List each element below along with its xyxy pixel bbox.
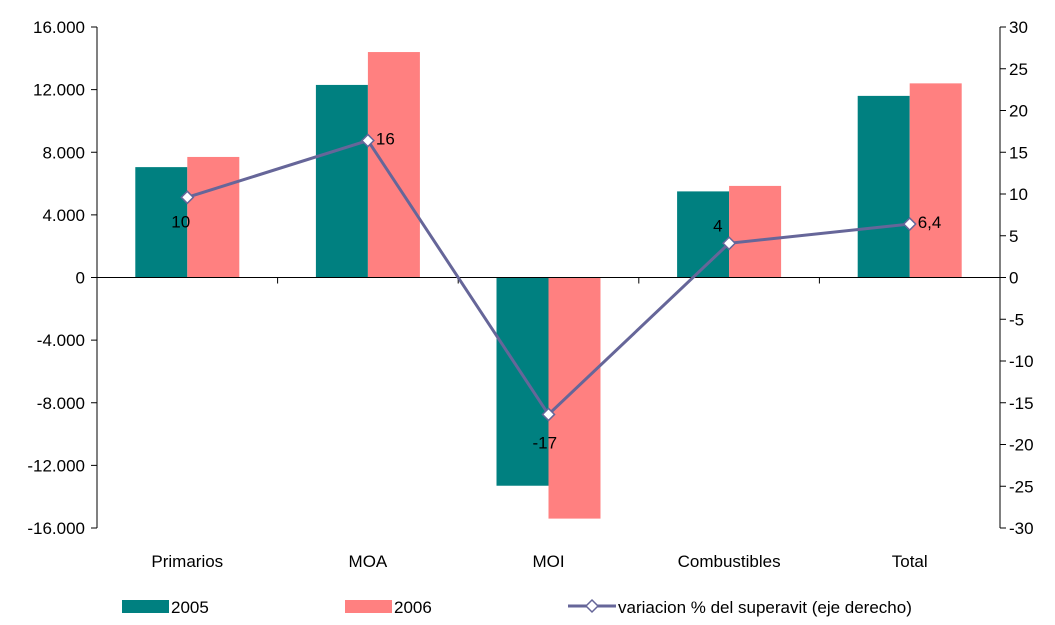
x-tick-label: MOA (349, 552, 388, 571)
y-right-tick-label: -5 (1009, 310, 1024, 329)
bar-2006-MOI (549, 278, 601, 519)
line-data-label: 6,4 (918, 213, 942, 232)
y-right-tick-label: -15 (1009, 394, 1034, 413)
x-tick-label: Combustibles (678, 552, 781, 571)
y-right-tick-label: -25 (1009, 477, 1034, 496)
y-left-tick-label: 4.000 (42, 206, 85, 225)
bar-2005-Total (858, 96, 910, 278)
y-right-tick-label: 25 (1009, 60, 1028, 79)
line-data-label: 10 (171, 212, 190, 231)
y-right-tick-label: 5 (1009, 227, 1018, 246)
y-right-tick-label: -30 (1009, 519, 1034, 538)
y-left-tick-label: 16.000 (33, 18, 85, 37)
legend-swatch-2005 (122, 600, 169, 613)
y-right-tick-label: 15 (1009, 143, 1028, 162)
y-left-tick-label: 8.000 (42, 143, 85, 162)
bar-2006-Combustibles (729, 186, 781, 278)
bar-2006-Primarios (187, 157, 239, 278)
legend-label-2005: 2005 (171, 598, 209, 617)
bar-2005-MOI (497, 278, 549, 486)
legend: 2005 2006 variacion % del superavit (eje d… (122, 598, 912, 617)
bar-2005-MOA (316, 85, 368, 278)
y-right-tick-label: -10 (1009, 352, 1034, 371)
legend-label-2006: 2006 (394, 598, 432, 617)
bar-2006-MOA (368, 52, 420, 277)
y-left-tick-label: -8.000 (37, 394, 85, 413)
plot-area: -16.000 -12.000 -8.000 -4.000 0 4.000 8.000 12.… (27, 18, 1033, 571)
y-right-tick-label: 0 (1009, 269, 1018, 288)
y-left-tick-label: -12.000 (27, 456, 85, 475)
y-left-tick-label: 12.000 (33, 81, 85, 100)
line-data-label: -17 (533, 433, 558, 452)
legend-marker-diamond (586, 600, 598, 612)
y-right-tick-label: 20 (1009, 102, 1028, 121)
y-left-tick-label: -4.000 (37, 331, 85, 350)
line-data-label: 4 (713, 216, 722, 235)
x-tick-label: MOI (532, 552, 564, 571)
y-left-tick-label: -16.000 (27, 519, 85, 538)
y-left-tick-label: 0 (76, 269, 85, 288)
x-tick-label: Total (892, 552, 928, 571)
line-data-label: 16 (376, 130, 395, 149)
y-right-tick-label: 10 (1009, 185, 1028, 204)
y-right-tick-label: -20 (1009, 436, 1034, 455)
legend-swatch-2006 (345, 600, 392, 613)
legend-label-variacion: variacion % del superavit (eje derecho) (618, 598, 912, 617)
y-right-tick-label: 30 (1009, 18, 1028, 37)
bar-2006-Total (910, 83, 962, 277)
x-tick-label: Primarios (151, 552, 223, 571)
